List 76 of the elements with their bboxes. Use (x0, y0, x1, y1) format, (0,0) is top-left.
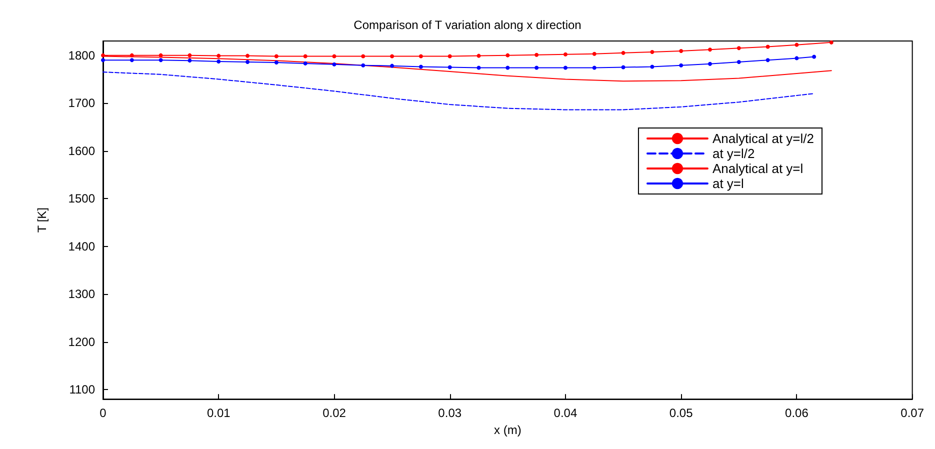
point (794, 42, 799, 47)
point (246, 54, 250, 58)
point (448, 65, 452, 70)
y-tick-label: 1500 (68, 192, 96, 206)
point (621, 65, 626, 70)
point (679, 49, 684, 54)
point (766, 58, 770, 62)
x-tick-label: 0.06 (785, 406, 809, 420)
y-tick-label: 1400 (68, 239, 96, 254)
point (390, 54, 394, 58)
point (736, 60, 741, 64)
point (216, 60, 221, 64)
legend-label: Analytical at y=l/2 (712, 131, 814, 146)
x-tick-label: 0 (100, 406, 107, 420)
x-tick-label: 0.04 (554, 406, 578, 420)
point (534, 52, 539, 57)
point (650, 50, 654, 54)
point (390, 64, 394, 68)
line-series (102, 72, 815, 110)
point (188, 58, 192, 63)
point (621, 50, 626, 55)
point (448, 54, 452, 58)
point (736, 46, 741, 50)
point (274, 54, 278, 58)
point (829, 40, 834, 44)
y-tick-label: 1700 (68, 96, 96, 110)
point (418, 54, 423, 58)
x-tick-label: 0.02 (322, 406, 346, 420)
point (158, 53, 163, 58)
point (303, 61, 308, 66)
y-tick-label: 1200 (68, 334, 96, 349)
point (592, 66, 596, 70)
legend-label: Analytical at y=l (712, 161, 804, 176)
point (332, 54, 336, 58)
y-tick-label: 1300 (68, 287, 96, 302)
point (506, 66, 510, 70)
x-tick-label: 0.03 (438, 406, 462, 420)
chart-title: Comparison of T variation along x direction (354, 18, 582, 32)
point (274, 60, 278, 64)
point (708, 62, 712, 66)
point (303, 54, 308, 58)
point (563, 52, 568, 56)
y-tick-label: 1800 (68, 48, 96, 62)
x-tick-label: 0.05 (669, 406, 694, 420)
point (476, 66, 481, 70)
point (361, 63, 366, 68)
point (708, 48, 712, 52)
point (130, 53, 134, 58)
point (766, 44, 770, 49)
y-tick-label: 1100 (69, 382, 96, 397)
legend-label: at y=l/2 (712, 146, 755, 161)
y-tick-label: 1600 (68, 144, 96, 158)
point (563, 66, 568, 70)
point (812, 54, 816, 59)
legend-label: at y=l (712, 176, 744, 191)
point (101, 53, 105, 58)
point (592, 52, 596, 56)
y-axis-title: T [K] (35, 207, 49, 233)
point (130, 58, 134, 62)
point (534, 66, 539, 70)
x-axis-title: x (m) (494, 423, 522, 437)
point (332, 62, 336, 66)
point (506, 53, 510, 58)
point (158, 58, 163, 62)
x-tick-label: 0.01 (206, 406, 231, 420)
point (794, 56, 799, 60)
point (650, 64, 654, 69)
point (679, 63, 684, 68)
point (188, 53, 192, 58)
point (216, 54, 221, 58)
point (361, 54, 366, 58)
point (246, 60, 250, 64)
point (101, 58, 105, 62)
x-tick-label: 0.07 (900, 406, 924, 420)
point (476, 54, 481, 58)
point (418, 64, 423, 69)
